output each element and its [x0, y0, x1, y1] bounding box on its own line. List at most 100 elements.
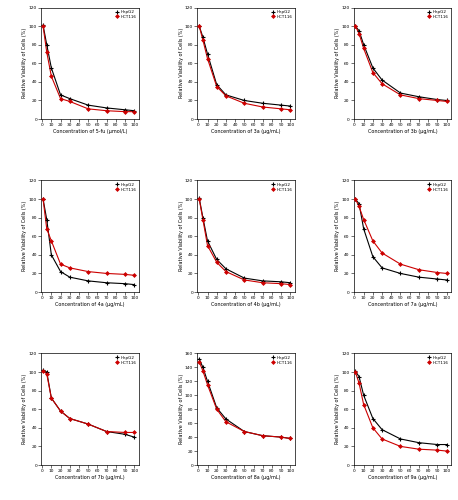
Y-axis label: Relative Viability of Cells (%): Relative Viability of Cells (%) [22, 28, 27, 98]
Legend: HepG2, HCT116: HepG2, HCT116 [426, 10, 449, 19]
HCT116 [353, 23, 358, 29]
Line: HepG2: HepG2 [353, 368, 449, 447]
HepG2 [353, 368, 358, 374]
HCT116 [49, 74, 54, 80]
HepG2 [49, 65, 54, 71]
HepG2 [379, 426, 385, 432]
HepG2 [356, 28, 362, 34]
HepG2 [44, 369, 49, 375]
Line: HCT116: HCT116 [198, 24, 292, 111]
HCT116 [44, 49, 49, 55]
Line: HCT116: HCT116 [42, 198, 136, 276]
HCT116 [122, 108, 128, 114]
HCT116 [241, 100, 247, 106]
HCT116 [435, 447, 440, 453]
X-axis label: Concentration of 4b (μg/mL): Concentration of 4b (μg/mL) [211, 302, 281, 308]
HepG2 [40, 22, 46, 28]
Line: HepG2: HepG2 [353, 196, 449, 282]
HepG2 [241, 428, 247, 434]
HCT116 [67, 416, 72, 422]
HepG2 [288, 280, 293, 285]
HCT116 [379, 436, 385, 442]
X-axis label: Concentration of 9a (μg/mL): Concentration of 9a (μg/mL) [368, 476, 437, 480]
HCT116 [104, 428, 109, 434]
X-axis label: Concentration of 5-fu (μmol/L): Concentration of 5-fu (μmol/L) [53, 130, 127, 134]
HCT116 [416, 446, 422, 452]
HCT116 [260, 280, 266, 285]
HepG2 [260, 100, 266, 106]
HCT116 [40, 196, 46, 202]
HepG2 [214, 82, 219, 87]
HCT116 [241, 277, 247, 283]
HepG2 [353, 196, 358, 202]
HCT116 [260, 104, 266, 110]
HepG2 [200, 214, 206, 220]
Legend: HepG2, HCT116: HepG2, HCT116 [426, 182, 449, 192]
HCT116 [214, 260, 219, 266]
HCT116 [353, 196, 358, 202]
HepG2 [444, 98, 449, 103]
HepG2 [49, 252, 54, 258]
HepG2 [67, 274, 72, 280]
HCT116 [416, 96, 422, 102]
HCT116 [49, 238, 54, 244]
HepG2 [40, 367, 46, 373]
HepG2 [196, 23, 202, 29]
HCT116 [49, 395, 54, 401]
HepG2 [131, 434, 137, 440]
HCT116 [370, 70, 376, 75]
HCT116 [86, 106, 91, 112]
HepG2 [278, 279, 284, 285]
Y-axis label: Relative Viability of Cells (%): Relative Viability of Cells (%) [179, 201, 184, 272]
HCT116 [44, 226, 49, 232]
HCT116 [361, 46, 366, 52]
HCT116 [435, 270, 440, 276]
HCT116 [288, 282, 293, 288]
HepG2 [131, 282, 137, 288]
HCT116 [398, 92, 403, 98]
Y-axis label: Relative Viability of Cells (%): Relative Viability of Cells (%) [22, 374, 27, 444]
X-axis label: Concentration of 7b (μg/mL): Concentration of 7b (μg/mL) [55, 476, 125, 480]
HepG2 [241, 275, 247, 281]
HCT116 [288, 436, 293, 442]
Y-axis label: Relative Viability of Cells (%): Relative Viability of Cells (%) [335, 28, 340, 98]
HepG2 [58, 92, 63, 98]
Line: HCT116: HCT116 [198, 360, 292, 440]
Legend: HepG2, HCT116: HepG2, HCT116 [114, 182, 137, 192]
HepG2 [356, 200, 362, 206]
HCT116 [40, 368, 46, 374]
HCT116 [205, 56, 210, 62]
HepG2 [379, 77, 385, 83]
HepG2 [416, 274, 422, 280]
HepG2 [67, 416, 72, 422]
HepG2 [288, 103, 293, 109]
Legend: HepG2, HCT116: HepG2, HCT116 [270, 182, 293, 192]
HCT116 [356, 380, 362, 386]
HCT116 [223, 268, 229, 274]
X-axis label: Concentration of 3b (μg/mL): Concentration of 3b (μg/mL) [367, 130, 437, 134]
HCT116 [444, 270, 449, 276]
HCT116 [379, 80, 385, 87]
HCT116 [104, 108, 109, 114]
HepG2 [196, 195, 202, 201]
HCT116 [196, 359, 202, 365]
HepG2 [361, 226, 366, 232]
HCT116 [196, 23, 202, 29]
HepG2 [44, 216, 49, 222]
Line: HCT116: HCT116 [198, 198, 292, 286]
HCT116 [353, 369, 358, 375]
Line: HepG2: HepG2 [353, 24, 449, 103]
HCT116 [416, 266, 422, 272]
HCT116 [398, 261, 403, 267]
HCT116 [131, 430, 137, 436]
HepG2 [435, 442, 440, 448]
HepG2 [214, 256, 219, 262]
HepG2 [435, 96, 440, 102]
Legend: HepG2, HCT116: HepG2, HCT116 [270, 356, 293, 365]
HCT116 [379, 250, 385, 256]
HCT116 [86, 421, 91, 427]
HCT116 [444, 448, 449, 454]
HCT116 [370, 425, 376, 431]
HepG2 [205, 238, 210, 244]
HCT116 [67, 98, 72, 104]
